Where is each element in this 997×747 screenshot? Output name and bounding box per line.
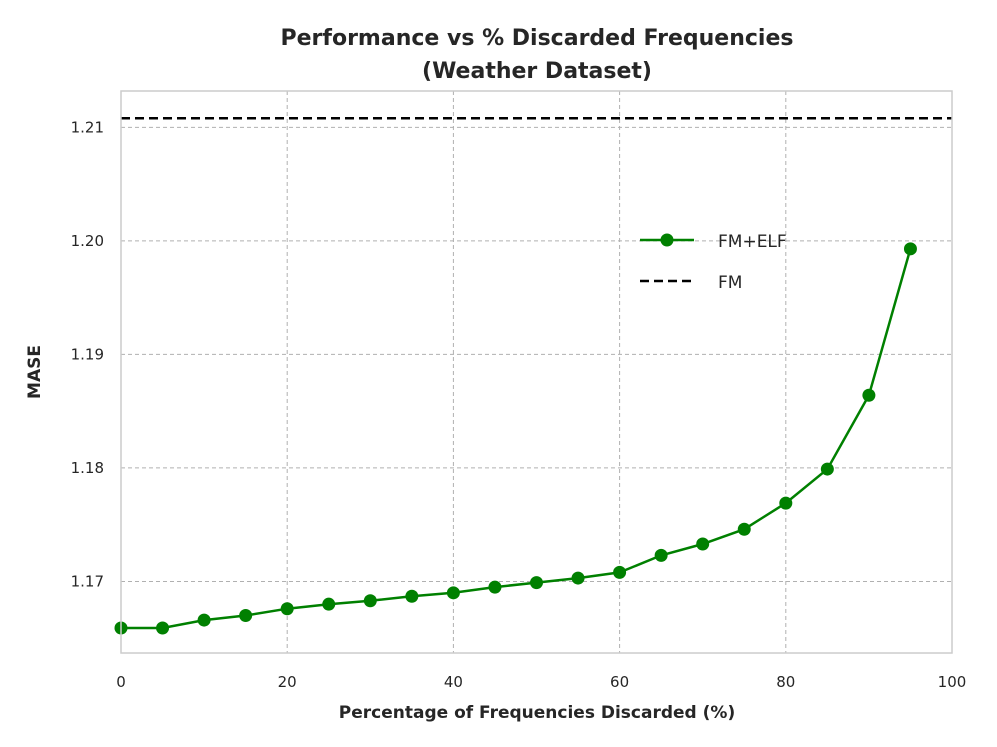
fm-elf-point <box>156 621 170 635</box>
y-tick-label: 1.21 <box>71 118 104 136</box>
grid-layer <box>121 91 952 653</box>
plot-frame <box>120 90 953 654</box>
fm-elf-point <box>446 586 460 600</box>
chart-subtitle: (Weather Dataset) <box>422 59 652 84</box>
y-tick-label: 1.19 <box>71 345 104 363</box>
fm-elf-point <box>405 589 419 603</box>
fm-elf-point <box>779 496 793 510</box>
tick-layer: 0 20 40 60 80 100 1.17 1.18 1.19 1.20 1.21 <box>71 118 967 691</box>
fm-elf-point <box>654 548 668 562</box>
series-layer <box>114 116 952 635</box>
x-tick-label: 80 <box>776 673 795 691</box>
fm-elf-point <box>696 537 710 551</box>
y-tick-label: 1.17 <box>71 572 104 590</box>
x-axis-label: Percentage of Frequencies Discarded (%) <box>339 703 735 723</box>
y-axis-label: MASE <box>25 345 45 399</box>
chart-title: Performance vs % Discarded Frequencies <box>281 26 794 51</box>
fm-elf-point <box>862 388 876 402</box>
y-tick-label: 1.20 <box>71 232 104 250</box>
legend: FM+ELF FM <box>640 232 787 293</box>
x-tick-label: 40 <box>444 673 463 691</box>
fm-elf-point <box>280 602 294 616</box>
fm-elf-point <box>197 613 211 627</box>
fm-elf-point <box>903 242 917 256</box>
y-tick-label: 1.18 <box>71 459 104 477</box>
x-tick-label: 0 <box>116 673 126 691</box>
x-tick-label: 60 <box>610 673 629 691</box>
x-tick-label: 100 <box>938 673 967 691</box>
fm-elf-point <box>363 594 377 608</box>
fm-elf-point <box>239 609 253 623</box>
fm-elf-point <box>820 462 834 476</box>
fm-elf-line <box>121 248 912 630</box>
legend-label-fm-elf: FM+ELF <box>718 232 787 252</box>
fm-elf-point <box>322 597 336 611</box>
fm-elf-point <box>488 580 502 594</box>
legend-label-fm: FM <box>718 273 742 293</box>
x-tick-label: 20 <box>278 673 297 691</box>
fm-elf-point <box>737 522 751 536</box>
fm-elf-point <box>613 565 627 579</box>
fm-elf-point <box>530 576 543 590</box>
fm-elf-point <box>571 571 585 585</box>
legend-marker-fm-elf <box>660 233 674 247</box>
